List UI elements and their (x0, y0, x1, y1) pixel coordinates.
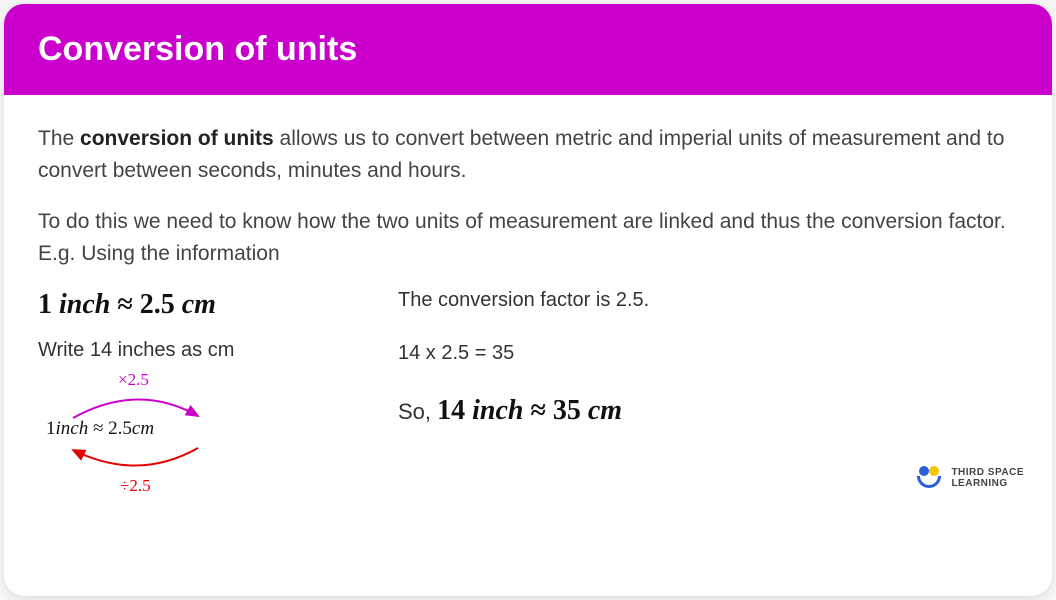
card-title: Conversion of units (38, 30, 1018, 69)
p1-bold: conversion of units (80, 127, 274, 150)
calculation: 14 x 2.5 = 35 (398, 342, 1018, 365)
base-formula: 1 inch ≈ 2.5 cm (38, 289, 338, 321)
logo-line1: THIRD SPACE (951, 467, 1024, 478)
logo-text: THIRD SPACE LEARNING (951, 467, 1024, 489)
factor-text: The conversion factor is 2.5. (398, 289, 1018, 312)
so-prefix: So, (398, 399, 437, 424)
divide-label: ÷2.5 (120, 476, 151, 496)
card-content: The conversion of units allows us to con… (4, 95, 1052, 510)
card-header: Conversion of units (4, 4, 1052, 95)
p1-prefix: The (38, 127, 80, 150)
intro-paragraph-1: The conversion of units allows us to con… (38, 123, 1018, 186)
left-column: 1 inch ≈ 2.5 cm Write 14 inches as cm ×2… (38, 289, 338, 490)
diagram-equation: 1inch ≈ 2.5cm (46, 418, 154, 440)
logo-line2: LEARNING (951, 478, 1024, 489)
intro-paragraph-2: To do this we need to know how the two u… (38, 206, 1018, 269)
conversion-diagram: ×2.5 1inc (38, 370, 268, 490)
result-formula: 14 inch ≈ 35 cm (437, 395, 622, 426)
info-card: Conversion of units The conversion of un… (4, 4, 1052, 596)
prompt-text: Write 14 inches as cm (38, 339, 338, 362)
result-line: So, 14 inch ≈ 35 cm (398, 395, 1018, 427)
right-column: The conversion factor is 2.5. 14 x 2.5 =… (398, 289, 1018, 427)
logo-icon (915, 466, 943, 490)
example-row: 1 inch ≈ 2.5 cm Write 14 inches as cm ×2… (38, 289, 1018, 490)
brand-logo: THIRD SPACE LEARNING (915, 466, 1024, 490)
